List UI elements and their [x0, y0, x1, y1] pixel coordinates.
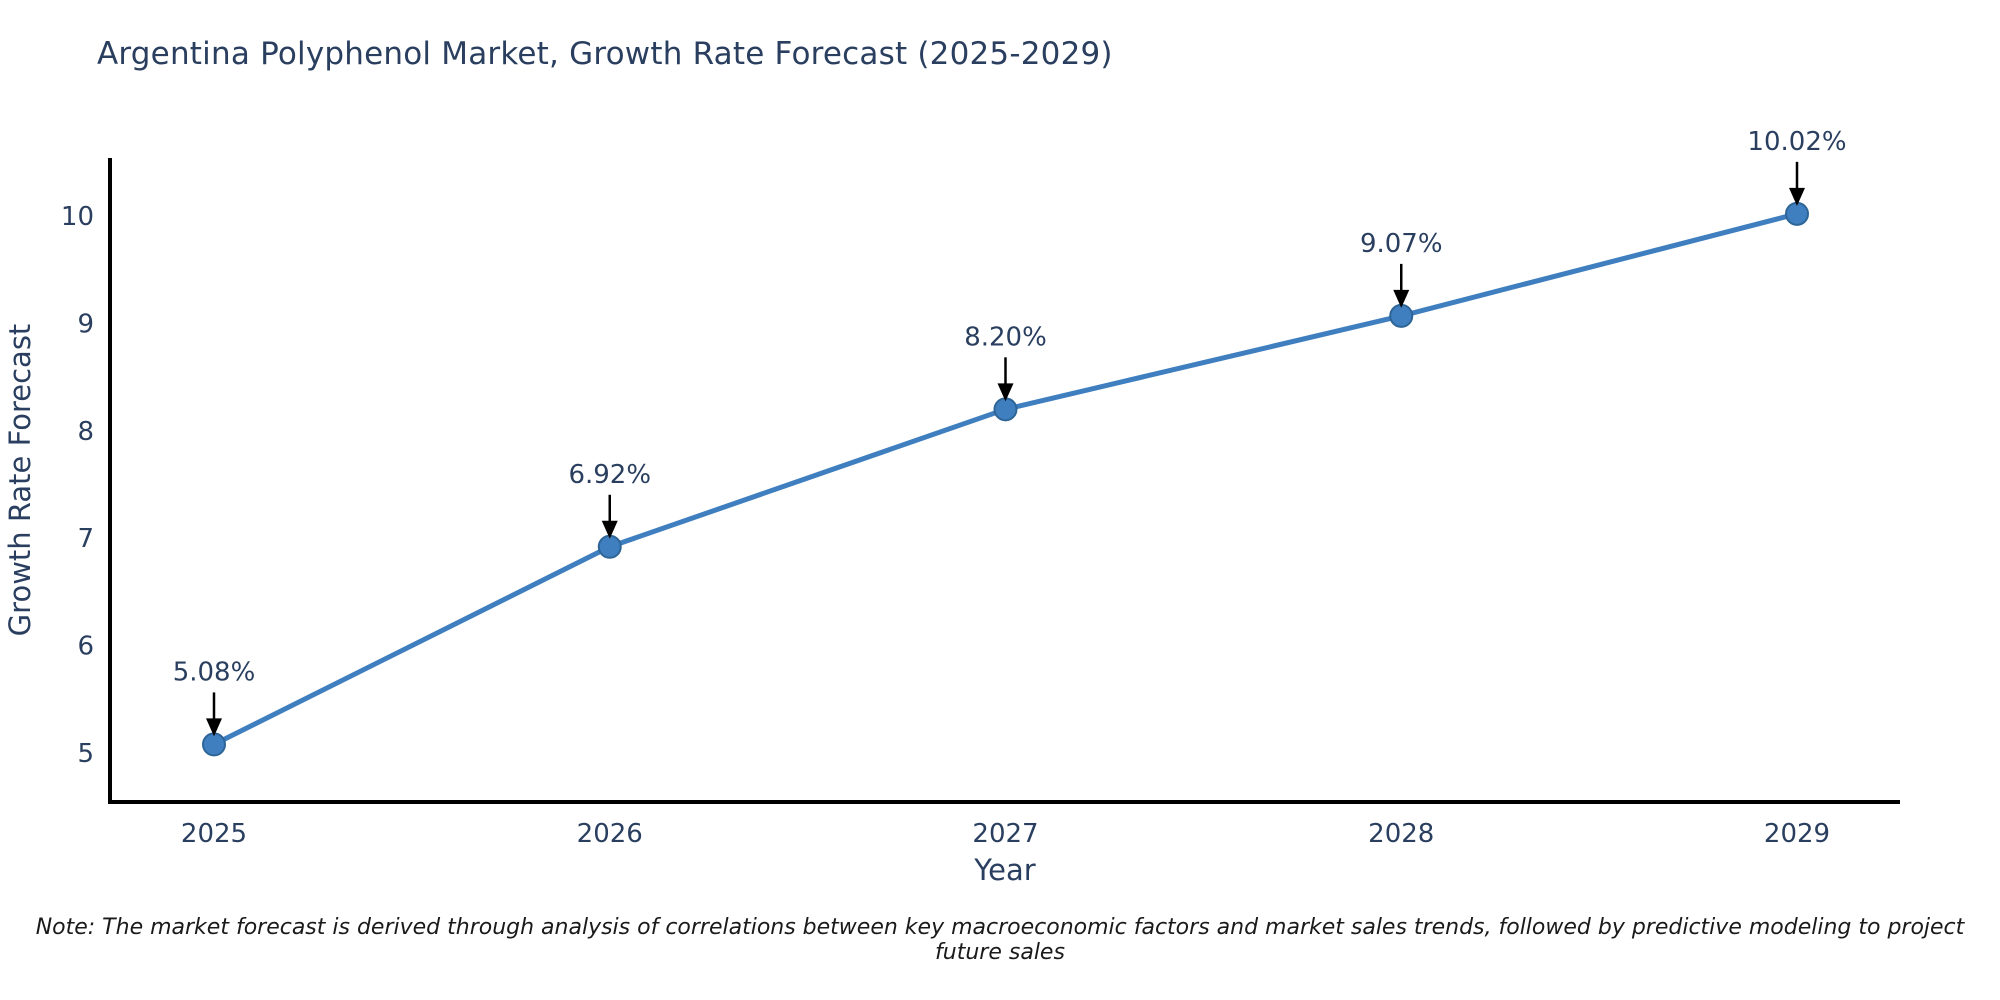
y-tick-label: 10 [61, 202, 94, 232]
y-tick-label: 9 [77, 309, 94, 339]
y-tick-label: 6 [77, 632, 94, 662]
annotation-arrowhead [1789, 187, 1805, 206]
data-point-label: 5.08% [173, 657, 256, 687]
x-tick-label: 2026 [577, 819, 643, 849]
y-tick-label: 5 [77, 739, 94, 769]
y-axis-title: Growth Rate Forecast [3, 324, 37, 637]
data-point-label: 8.20% [964, 322, 1047, 352]
data-point-marker [1785, 201, 1809, 226]
y-tick-label: 8 [77, 417, 94, 447]
data-point-label: 6.92% [568, 460, 651, 490]
data-point-label: 9.07% [1360, 229, 1443, 259]
annotation-arrowhead [1393, 289, 1410, 308]
annotation-arrowhead [601, 520, 618, 539]
chart-title: Argentina Polyphenol Market, Growth Rate… [97, 36, 1113, 72]
data-point-marker [993, 397, 1018, 422]
annotation-arrowhead [997, 383, 1014, 402]
y-tick-label: 7 [77, 524, 94, 554]
x-tick-label: 2025 [181, 819, 247, 849]
x-tick-label: 2027 [972, 819, 1038, 849]
forecast-line [211, 211, 1800, 747]
footnote: Note: The market forecast is derived thr… [35, 915, 1965, 965]
annotation-arrowhead [206, 718, 222, 737]
data-point-marker [1389, 303, 1414, 328]
data-point-marker [597, 534, 622, 559]
data-point-label: 10.02% [1747, 127, 1846, 157]
x-tick-label: 2029 [1764, 819, 1830, 849]
data-point-marker [202, 732, 226, 757]
x-axis-title: Year [973, 853, 1035, 887]
x-tick-label: 2028 [1368, 819, 1434, 849]
